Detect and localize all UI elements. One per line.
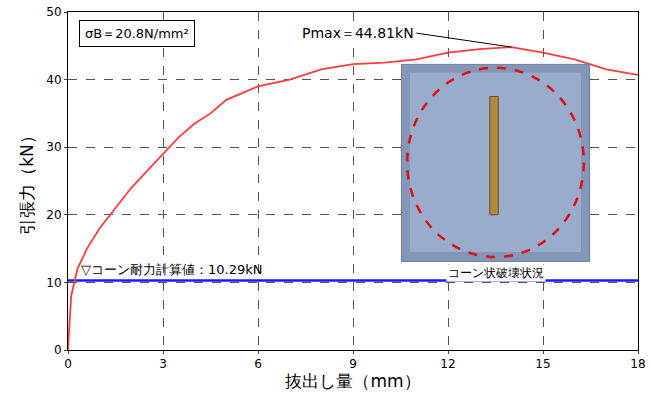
svg-text:12: 12 (440, 357, 455, 371)
svg-text:9: 9 (349, 357, 357, 371)
svg-text:15: 15 (535, 357, 550, 371)
svg-text:50: 50 (46, 5, 61, 19)
svg-text:18: 18 (630, 357, 645, 371)
svg-text:20: 20 (46, 208, 61, 222)
svg-text:10: 10 (46, 276, 61, 290)
svg-text:30: 30 (46, 140, 61, 154)
svg-text:引張力（kN）: 引張力（kN） (17, 127, 37, 235)
svg-text:40: 40 (46, 73, 61, 87)
svg-text:σB＝20.8N/mm²: σB＝20.8N/mm² (85, 26, 189, 41)
svg-text:0: 0 (64, 357, 72, 371)
svg-text:▽コーン耐力計算値：10.29kN: ▽コーン耐力計算値：10.29kN (81, 262, 262, 277)
svg-text:抜出し量（mm）: 抜出し量（mm） (285, 371, 420, 391)
svg-text:3: 3 (159, 357, 167, 371)
svg-text:6: 6 (254, 357, 262, 371)
svg-text:Pmax＝44.81kN: Pmax＝44.81kN (302, 25, 414, 41)
svg-text:0: 0 (54, 343, 62, 357)
svg-text:コーン状破壊状況: コーン状破壊状況 (448, 266, 544, 280)
